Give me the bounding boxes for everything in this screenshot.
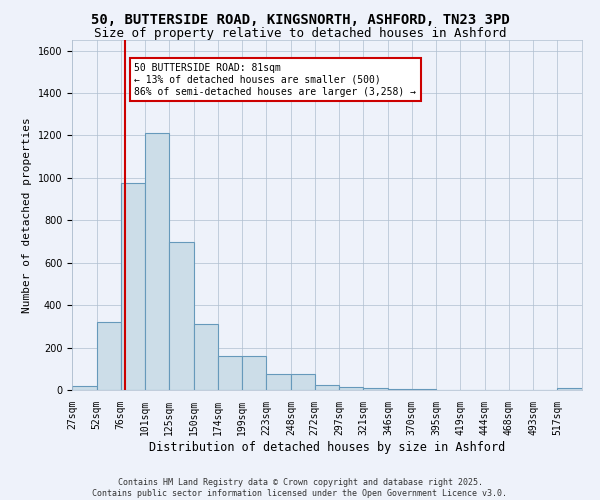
Bar bbox=[242, 356, 266, 390]
Bar bbox=[388, 389, 412, 390]
Bar bbox=[145, 134, 169, 390]
Bar bbox=[97, 322, 121, 390]
Text: Size of property relative to detached houses in Ashford: Size of property relative to detached ho… bbox=[94, 28, 506, 40]
Bar bbox=[412, 389, 436, 390]
X-axis label: Distribution of detached houses by size in Ashford: Distribution of detached houses by size … bbox=[149, 440, 505, 454]
Bar bbox=[169, 242, 194, 390]
Bar bbox=[340, 387, 363, 390]
Text: Contains HM Land Registry data © Crown copyright and database right 2025.
Contai: Contains HM Land Registry data © Crown c… bbox=[92, 478, 508, 498]
Bar bbox=[218, 356, 242, 390]
Text: 50 BUTTERSIDE ROAD: 81sqm
← 13% of detached houses are smaller (500)
86% of semi: 50 BUTTERSIDE ROAD: 81sqm ← 13% of detac… bbox=[134, 64, 416, 96]
Bar bbox=[121, 183, 145, 390]
Bar bbox=[291, 374, 314, 390]
Bar bbox=[363, 388, 388, 390]
Bar bbox=[72, 386, 97, 390]
Bar bbox=[314, 384, 340, 390]
Text: 50, BUTTERSIDE ROAD, KINGSNORTH, ASHFORD, TN23 3PD: 50, BUTTERSIDE ROAD, KINGSNORTH, ASHFORD… bbox=[91, 12, 509, 26]
Bar bbox=[557, 388, 582, 390]
Bar bbox=[194, 324, 218, 390]
Y-axis label: Number of detached properties: Number of detached properties bbox=[22, 117, 32, 313]
Bar bbox=[266, 374, 291, 390]
